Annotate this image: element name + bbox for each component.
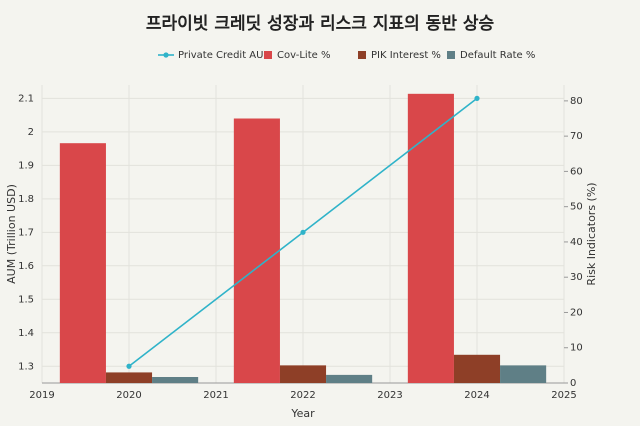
x-tick-label: 2020 [116, 390, 141, 401]
x-tick-label: 2023 [377, 390, 402, 401]
y2-tick-label: 0 [570, 378, 576, 389]
x-tick-label: 2022 [290, 390, 315, 401]
bar [326, 374, 373, 383]
y-axis-label: AUM (Trillion USD) [5, 184, 18, 284]
legend-marker [264, 51, 272, 59]
y-tick-label: 1.4 [18, 328, 34, 339]
y2-axis-label: Risk Indicators (%) [585, 182, 598, 285]
bar [453, 354, 501, 383]
bar [152, 377, 199, 383]
bar [233, 118, 280, 383]
chart-title: 프라이빗 크레딧 성장과 리스크 지표의 동반 상승 [146, 14, 495, 34]
y-tick-label: 1.5 [18, 294, 34, 305]
legend-label: PIK Interest % [371, 50, 441, 61]
line-point [474, 95, 480, 101]
y2-tick-label: 80 [570, 96, 583, 107]
x-tick-label: 2024 [464, 390, 489, 401]
y-tick-label: 2 [28, 127, 34, 138]
y-tick-label: 1.9 [18, 160, 34, 171]
y2-tick-label: 60 [570, 166, 583, 177]
y2-tick-label: 50 [570, 202, 583, 213]
bar [500, 365, 547, 383]
y-tick-label: 1.3 [18, 361, 34, 372]
line-point [126, 363, 132, 369]
legend-marker [163, 52, 169, 58]
y-tick-label: 2.1 [18, 93, 34, 104]
y2-tick-label: 30 [570, 272, 583, 283]
bar [407, 93, 454, 384]
legend-label: Private Credit AUM [178, 50, 272, 61]
bar [279, 365, 327, 383]
bar [59, 143, 106, 383]
legend-label: Default Rate % [460, 50, 535, 61]
y2-tick-label: 70 [570, 131, 583, 142]
y-tick-label: 1.6 [18, 261, 34, 272]
y-tick-label: 1.8 [18, 194, 34, 205]
legend-label: Cov-Lite % [277, 50, 330, 61]
y2-tick-label: 10 [570, 343, 583, 354]
line-point [300, 229, 306, 235]
y-tick-label: 1.7 [18, 227, 34, 238]
x-axis-label: Year [290, 407, 315, 420]
x-tick-label: 2025 [551, 390, 576, 401]
legend-marker [447, 51, 455, 59]
bar [105, 372, 153, 383]
y2-tick-label: 20 [570, 307, 583, 318]
x-tick-label: 2019 [29, 390, 54, 401]
legend-marker [358, 51, 366, 59]
y2-tick-label: 40 [570, 237, 583, 248]
x-tick-label: 2021 [203, 390, 228, 401]
